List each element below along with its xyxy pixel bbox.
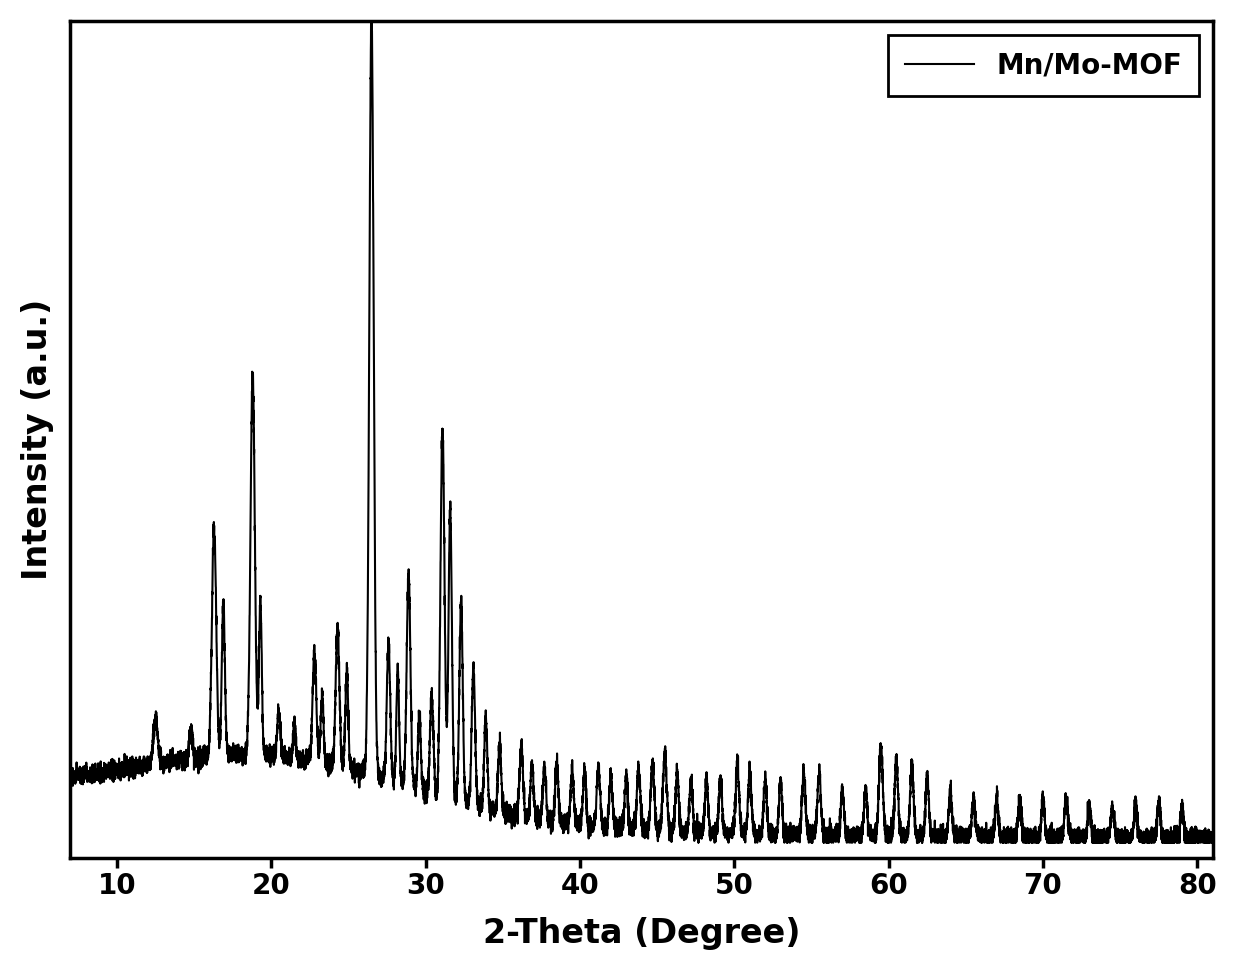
Mn/Mo-MOF [758, 765, 773, 777]
Mn/Mo-MOF [365, 3, 379, 15]
X-axis label: 2-Theta (Degree): 2-Theta (Degree) [482, 918, 800, 951]
Line: Mn/Mo-MOF: Mn/Mo-MOF [71, 9, 1213, 843]
Legend: Mn/Mo-MOF: Mn/Mo-MOF [888, 35, 1199, 96]
Mn/Mo-MOF [649, 814, 663, 825]
Mn/Mo-MOF [691, 837, 706, 849]
Mn/Mo-MOF [665, 818, 680, 829]
Mn/Mo-MOF [1205, 830, 1220, 842]
Mn/Mo-MOF [233, 751, 248, 762]
Mn/Mo-MOF [358, 733, 373, 745]
Y-axis label: Intensity (a.u.): Intensity (a.u.) [21, 299, 53, 580]
Mn/Mo-MOF [123, 763, 138, 775]
Mn/Mo-MOF [63, 769, 78, 781]
